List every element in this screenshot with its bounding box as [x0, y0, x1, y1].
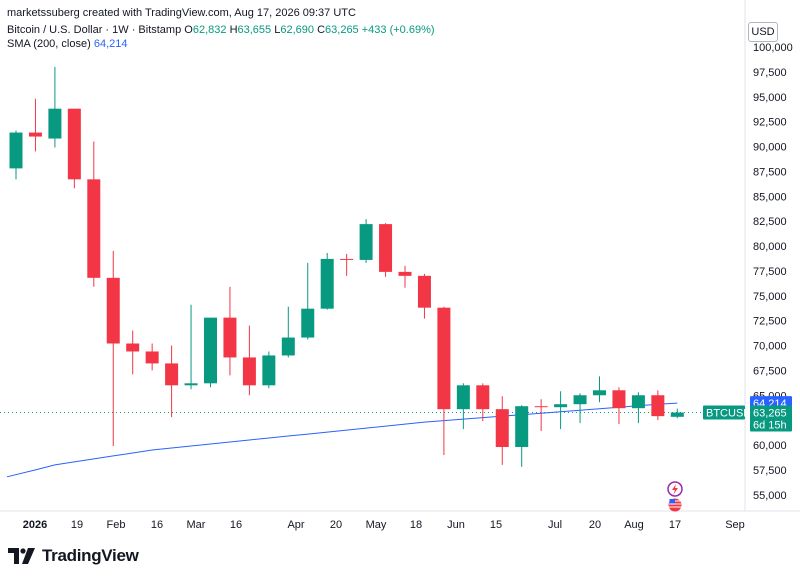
candle-body [612, 390, 626, 409]
candle-body [437, 307, 451, 410]
x-tick-label: 20 [589, 519, 601, 531]
y-tick-label: 100,000 [753, 42, 793, 54]
candle-body [165, 363, 179, 386]
candle-body [48, 108, 62, 139]
x-tick-label: May [366, 519, 387, 531]
y-tick-label: 67,500 [753, 365, 787, 377]
symbol-description: Bitcoin / U.S. Dollar · 1W · Bitstamp [7, 24, 182, 36]
y-tick-label: 80,000 [753, 241, 787, 253]
candle-body [534, 406, 548, 408]
symbol-price-label [703, 405, 745, 420]
tradingview-brand[interactable]: TradingView [8, 544, 139, 568]
x-tick-label: 19 [71, 519, 83, 531]
last-price-tag [750, 405, 792, 432]
candle-body [126, 343, 140, 352]
candle-body [106, 277, 120, 344]
candle-body [417, 275, 431, 308]
x-tick-label: 16 [230, 519, 242, 531]
bar-countdown: 6d 15h [753, 420, 787, 432]
x-tick-label: Jun [447, 519, 465, 531]
candle-body [573, 395, 587, 405]
candle-body [476, 385, 490, 410]
price-change: +433 (+0.69%) [361, 24, 435, 36]
y-tick-label: 92,500 [753, 117, 787, 129]
brand-name: TradingView [42, 546, 139, 565]
candle-body [379, 224, 393, 272]
y-tick-label: 75,000 [753, 291, 787, 303]
candle-body [204, 317, 217, 384]
y-tick-label: 57,500 [753, 465, 787, 477]
candle-body [67, 108, 81, 180]
candle-body [398, 271, 412, 276]
sma-line [6, 402, 678, 478]
lightning-event-icon [667, 481, 683, 497]
y-tick-label: 60,000 [753, 440, 787, 452]
candle-body [281, 337, 295, 356]
candle-body [340, 258, 354, 260]
x-tick-label: Aug [624, 519, 644, 531]
x-tick-label: 17 [669, 519, 681, 531]
candle-body [359, 224, 373, 260]
sma-value: 64,214 [93, 38, 128, 50]
y-tick-label: 85,000 [753, 191, 787, 203]
candle-body [145, 351, 159, 364]
chart-credit: marketssuberg created with TradingView.c… [7, 7, 356, 19]
x-tick-label: 2026 [23, 519, 47, 531]
candle-body [242, 357, 256, 386]
candle-body [301, 308, 315, 338]
symbol-name-label: BTCUSD [706, 408, 751, 420]
x-tick-label: Sep [725, 519, 745, 531]
x-tick-label: 18 [410, 519, 422, 531]
candle-body [456, 385, 470, 410]
y-tick-label: 95,000 [753, 92, 787, 104]
candle-body [515, 406, 529, 447]
y-tick-label: 70,000 [753, 341, 787, 353]
x-tick-label: 15 [490, 519, 502, 531]
y-tick-label: 90,000 [753, 142, 787, 154]
candle-body [320, 258, 334, 309]
y-tick-label: 55,000 [753, 490, 787, 502]
candle-body [9, 132, 23, 169]
y-tick-label: 77,500 [753, 266, 787, 278]
candle-body [262, 355, 276, 386]
us-flag-event-icon [668, 498, 682, 512]
tradingview-logo-icon [8, 548, 35, 564]
x-tick-label: Jul [548, 519, 562, 531]
y-tick-label: 97,500 [753, 67, 787, 79]
candle-body [223, 317, 237, 358]
x-tick-label: Apr [287, 519, 304, 531]
x-tick-label: 16 [151, 519, 163, 531]
last-price-value: 63,265 [753, 408, 787, 420]
sma-label: SMA (200, close) [7, 38, 91, 50]
candle-body [651, 395, 665, 417]
y-tick-label: 72,500 [753, 316, 787, 328]
candle-body [495, 409, 509, 447]
ohlc-values: O62,832 H63,655 L62,690 C63,265 +433 (+0… [184, 24, 435, 36]
y-tick-label: 82,500 [753, 216, 787, 228]
sma-legend[interactable]: SMA (200, close) 64,214 [7, 38, 127, 50]
candle-body [28, 132, 42, 137]
candle-body [670, 412, 684, 417]
x-tick-label: 20 [330, 519, 342, 531]
x-tick-label: Mar [187, 519, 206, 531]
x-tick-label: Feb [107, 519, 126, 531]
candle-body [631, 395, 645, 409]
currency-button[interactable]: USD [748, 22, 778, 42]
candle-body [593, 390, 606, 396]
candle-body [184, 383, 198, 386]
candle-body [87, 179, 101, 278]
y-tick-label: 87,500 [753, 166, 787, 178]
symbol-legend[interactable]: Bitcoin / U.S. Dollar · 1W · Bitstamp O6… [7, 24, 435, 36]
candle-body [554, 404, 568, 408]
